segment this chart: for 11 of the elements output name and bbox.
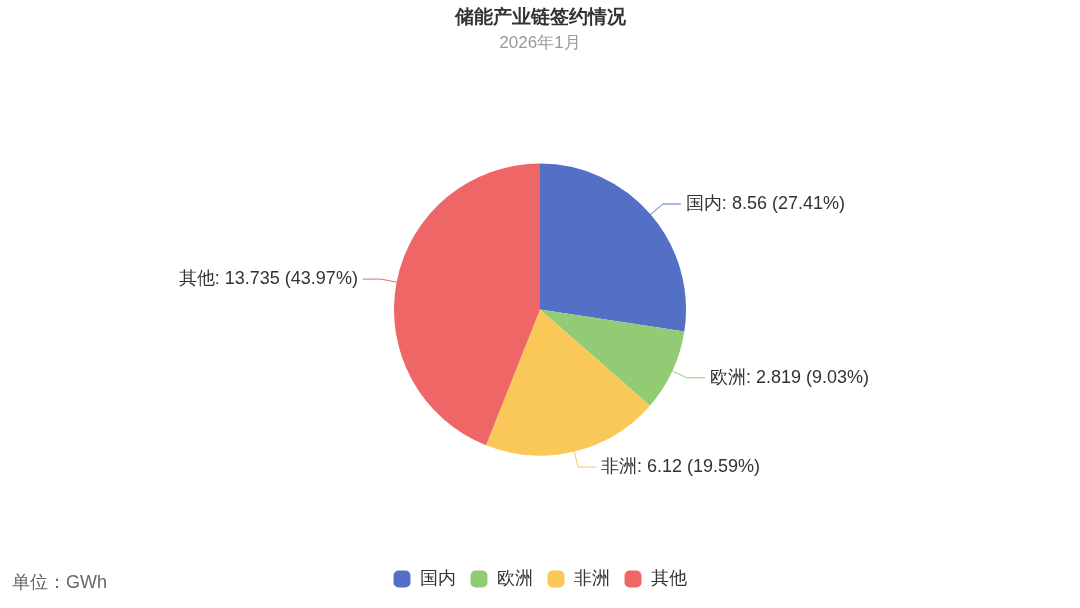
- data-label: 欧洲: 2.819 (9.03%): [709, 366, 870, 387]
- data-label: 其他: 13.735 (43.97%): [178, 268, 358, 289]
- data-label: 国内: 8.56 (27.41%): [685, 192, 845, 213]
- legend-label: 欧洲: [497, 567, 533, 588]
- data-label: 非洲: 6.12 (19.59%): [601, 456, 761, 477]
- legend-label: 国内: [420, 567, 456, 588]
- text: 单位：GWh: [12, 571, 108, 594]
- chart-subtitle: 2026年1月: [499, 32, 581, 52]
- legend-label: 其他: [651, 567, 687, 588]
- legend-label: 非洲: [574, 567, 610, 588]
- chart-title: 储能产业链签约情况: [453, 5, 627, 27]
